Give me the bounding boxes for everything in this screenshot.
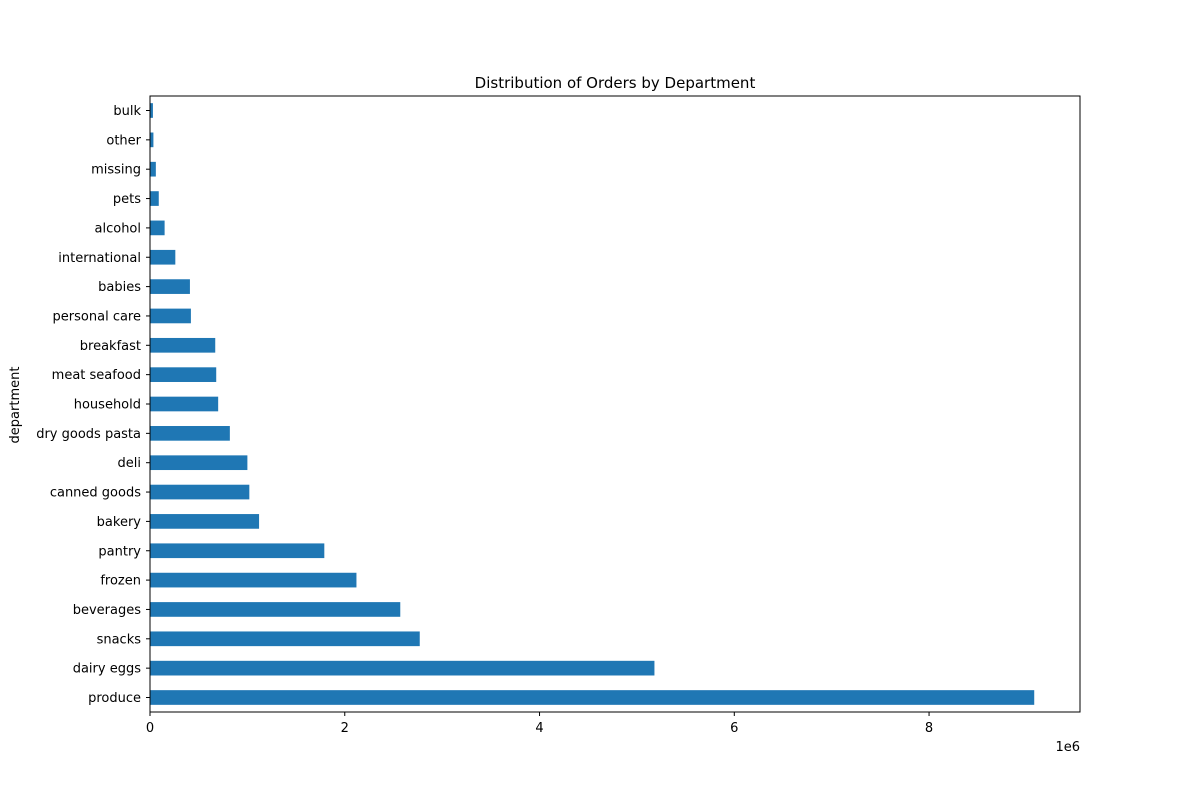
y-tick-label: snacks [97,632,142,647]
x-ticks-group: 0 2 4 6 8 [146,712,933,736]
bar-breakfast [150,337,216,353]
y-tick-label: produce [88,691,141,706]
x-tick-label: 2 [341,721,349,736]
y-tick-label: bakery [97,515,142,530]
y-tick-label: meat seafood [52,368,141,383]
y-tick-label: babies [98,280,141,295]
bar-other [150,132,154,148]
bar-dairy-eggs [150,660,655,676]
y-tick-label: household [74,398,141,413]
x-tick-label: 6 [730,721,738,736]
bar-beverages [150,602,401,617]
y-tick-label: beverages [73,603,142,618]
y-tick-label: pantry [98,544,141,559]
y-tick-label: alcohol [95,221,141,236]
y-tick-label: canned goods [50,486,141,501]
bar-canned-goods [150,484,250,500]
bar-alcohol [150,220,165,236]
y-tick-label: other [106,133,141,148]
x-tick-label: 4 [535,721,543,736]
bar-international [150,249,176,265]
bar-snacks [150,631,420,647]
plot-frame [149,95,1081,713]
bar-babies [150,279,190,294]
bar-pets [150,191,159,206]
y-tick-label: bulk [113,104,141,119]
y-tick-label: personal care [53,309,141,324]
chart-title: Distribution of Orders by Department [475,74,756,92]
bar-frozen [150,572,357,588]
y-tick-label: frozen [100,574,141,589]
y-tick-label: missing [91,163,141,178]
y-tick-label: pets [113,192,141,207]
bar-meat-seafood [150,367,217,382]
bar-pantry [150,543,325,559]
y-tick-label: dry goods pasta [36,427,141,442]
bar-bakery [150,514,260,529]
y-tick-label: breakfast [80,339,141,354]
x-axis-scale-label: 1e6 [1055,740,1080,755]
bar-bulk [150,103,153,118]
bars-group [150,103,1035,705]
x-tick-label: 0 [146,721,154,736]
bar-dry-goods-pasta [150,426,230,441]
bar-household [150,396,219,412]
bar-missing [150,161,156,177]
y-tick-label: deli [118,456,141,471]
x-tick-label: 8 [925,721,933,736]
y-axis-label: department [8,367,23,444]
bar-produce [150,690,1035,705]
y-tick-label: dairy eggs [73,662,142,677]
bar-personal-care [150,308,191,324]
y-ticks-group: produce dairy eggs snacks beverages frozen pa… [36,104,150,706]
y-tick-label: international [58,251,141,266]
bar-deli [150,455,248,471]
